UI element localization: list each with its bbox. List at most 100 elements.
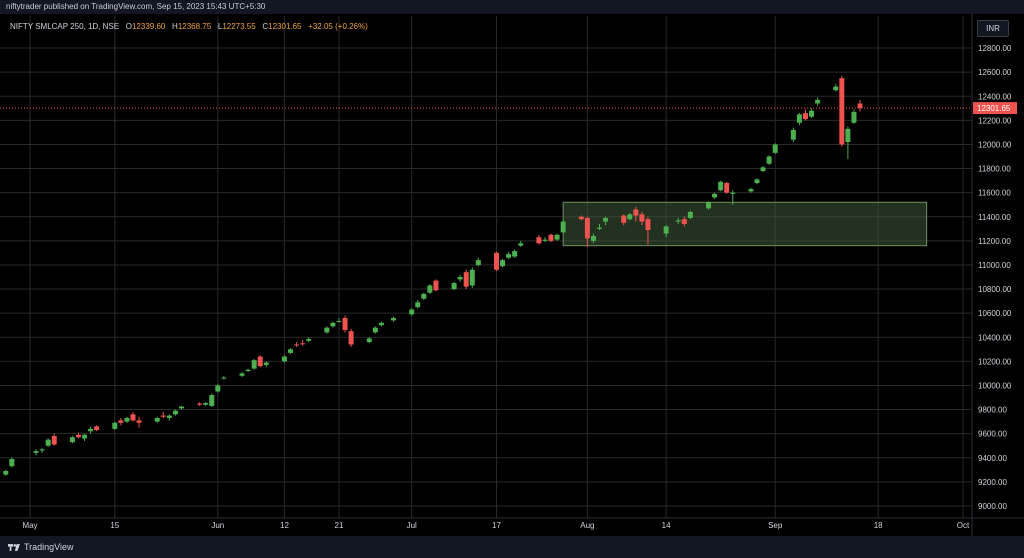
candle-body — [463, 272, 469, 287]
candle-body — [584, 217, 590, 239]
candle — [160, 411, 166, 418]
candle-body — [112, 422, 118, 429]
price-tick-label: 9000.00 — [978, 502, 1007, 511]
current-price-label: 12301.65 — [977, 104, 1011, 113]
candle-body — [378, 322, 384, 326]
candle — [645, 216, 651, 245]
candle-body — [845, 128, 851, 143]
candle — [857, 100, 863, 112]
candle — [560, 219, 566, 234]
candle-body — [621, 215, 627, 223]
candle-body — [706, 202, 712, 209]
candle-body — [239, 373, 245, 376]
candle-body — [415, 302, 421, 308]
candle — [336, 317, 342, 323]
candle-body — [51, 436, 57, 445]
price-tick-label: 10600.00 — [978, 309, 1012, 318]
close-label: C — [262, 22, 269, 31]
candle — [851, 109, 857, 124]
candle-body — [451, 283, 457, 290]
candle-body — [263, 362, 269, 365]
candle-body — [172, 410, 178, 415]
brand-label: TradingView — [24, 542, 74, 552]
time-tick-label: 12 — [280, 521, 289, 530]
candle-body — [518, 243, 524, 246]
candle-body — [681, 219, 687, 224]
candle-body — [221, 377, 227, 379]
change-value: +32.05 (+0.26%) — [308, 22, 368, 31]
candle-body — [687, 211, 693, 218]
candle-body — [257, 356, 263, 367]
candle-body — [851, 111, 857, 123]
candle-body — [802, 113, 808, 120]
price-tick-label: 12400.00 — [978, 92, 1012, 101]
candle — [288, 348, 294, 355]
candle-body — [536, 237, 542, 244]
candle-body — [39, 449, 45, 451]
candle — [603, 216, 609, 226]
candle — [245, 368, 251, 373]
consolidation-zone — [562, 201, 928, 247]
price-tick-label: 11800.00 — [978, 165, 1011, 174]
candle-body — [94, 426, 100, 431]
candle-body — [281, 356, 287, 362]
candle — [257, 355, 263, 368]
candle — [378, 321, 384, 327]
candle-body — [336, 320, 342, 322]
candle — [718, 180, 724, 192]
candle — [457, 274, 463, 282]
price-tick-label: 10200.00 — [978, 357, 1012, 366]
price-tick-label: 9400.00 — [978, 454, 1007, 463]
publish-bar: niftytrader published on TradingView.com… — [0, 0, 1024, 14]
candle — [82, 433, 88, 441]
candle-body — [203, 402, 209, 405]
symbol-name: NIFTY SMLCAP 250, 1D, NSE — [10, 22, 120, 31]
candle — [500, 258, 506, 268]
candle-body — [833, 86, 839, 91]
candle-body — [639, 214, 645, 222]
candle-body — [645, 219, 651, 231]
candle-body — [590, 236, 596, 241]
chart-grid — [0, 16, 972, 518]
publish-text: niftytrader published on TradingView.com… — [6, 2, 266, 11]
price-tick-label: 10000.00 — [978, 381, 1012, 390]
candle-body — [197, 403, 203, 405]
candle — [239, 372, 245, 378]
candle — [348, 328, 354, 347]
current-price-tag — [973, 102, 1017, 115]
candle-body — [75, 434, 81, 438]
candle-body — [457, 277, 463, 280]
candle-body — [560, 221, 566, 233]
candle-body — [118, 420, 124, 423]
candle — [433, 279, 439, 292]
candle — [845, 126, 851, 159]
candle — [833, 84, 839, 92]
close-value: 12301.65 — [268, 22, 302, 31]
footer-bar: TradingView — [0, 536, 1024, 558]
candle-body — [330, 322, 336, 327]
candle — [251, 358, 257, 370]
candle-body — [342, 317, 348, 331]
candle — [39, 448, 45, 453]
candle-body — [772, 144, 778, 153]
candle — [621, 214, 627, 226]
candle — [536, 234, 542, 245]
currency-button[interactable]: INR — [977, 20, 1009, 37]
candle — [306, 337, 312, 343]
low-value: 12273.55 — [222, 22, 256, 31]
candle — [197, 402, 203, 406]
candle — [748, 187, 754, 193]
tradingview-brand[interactable]: TradingView — [8, 542, 74, 552]
candle — [391, 316, 397, 322]
candle-body — [748, 189, 754, 192]
candle-body — [603, 217, 609, 222]
candle — [3, 469, 9, 476]
candle — [494, 251, 499, 271]
candle-body — [633, 209, 639, 216]
candle-body — [324, 327, 330, 333]
time-tick-label: Sep — [768, 521, 783, 530]
candle — [596, 223, 602, 231]
candle — [203, 402, 209, 406]
candle — [578, 215, 584, 221]
